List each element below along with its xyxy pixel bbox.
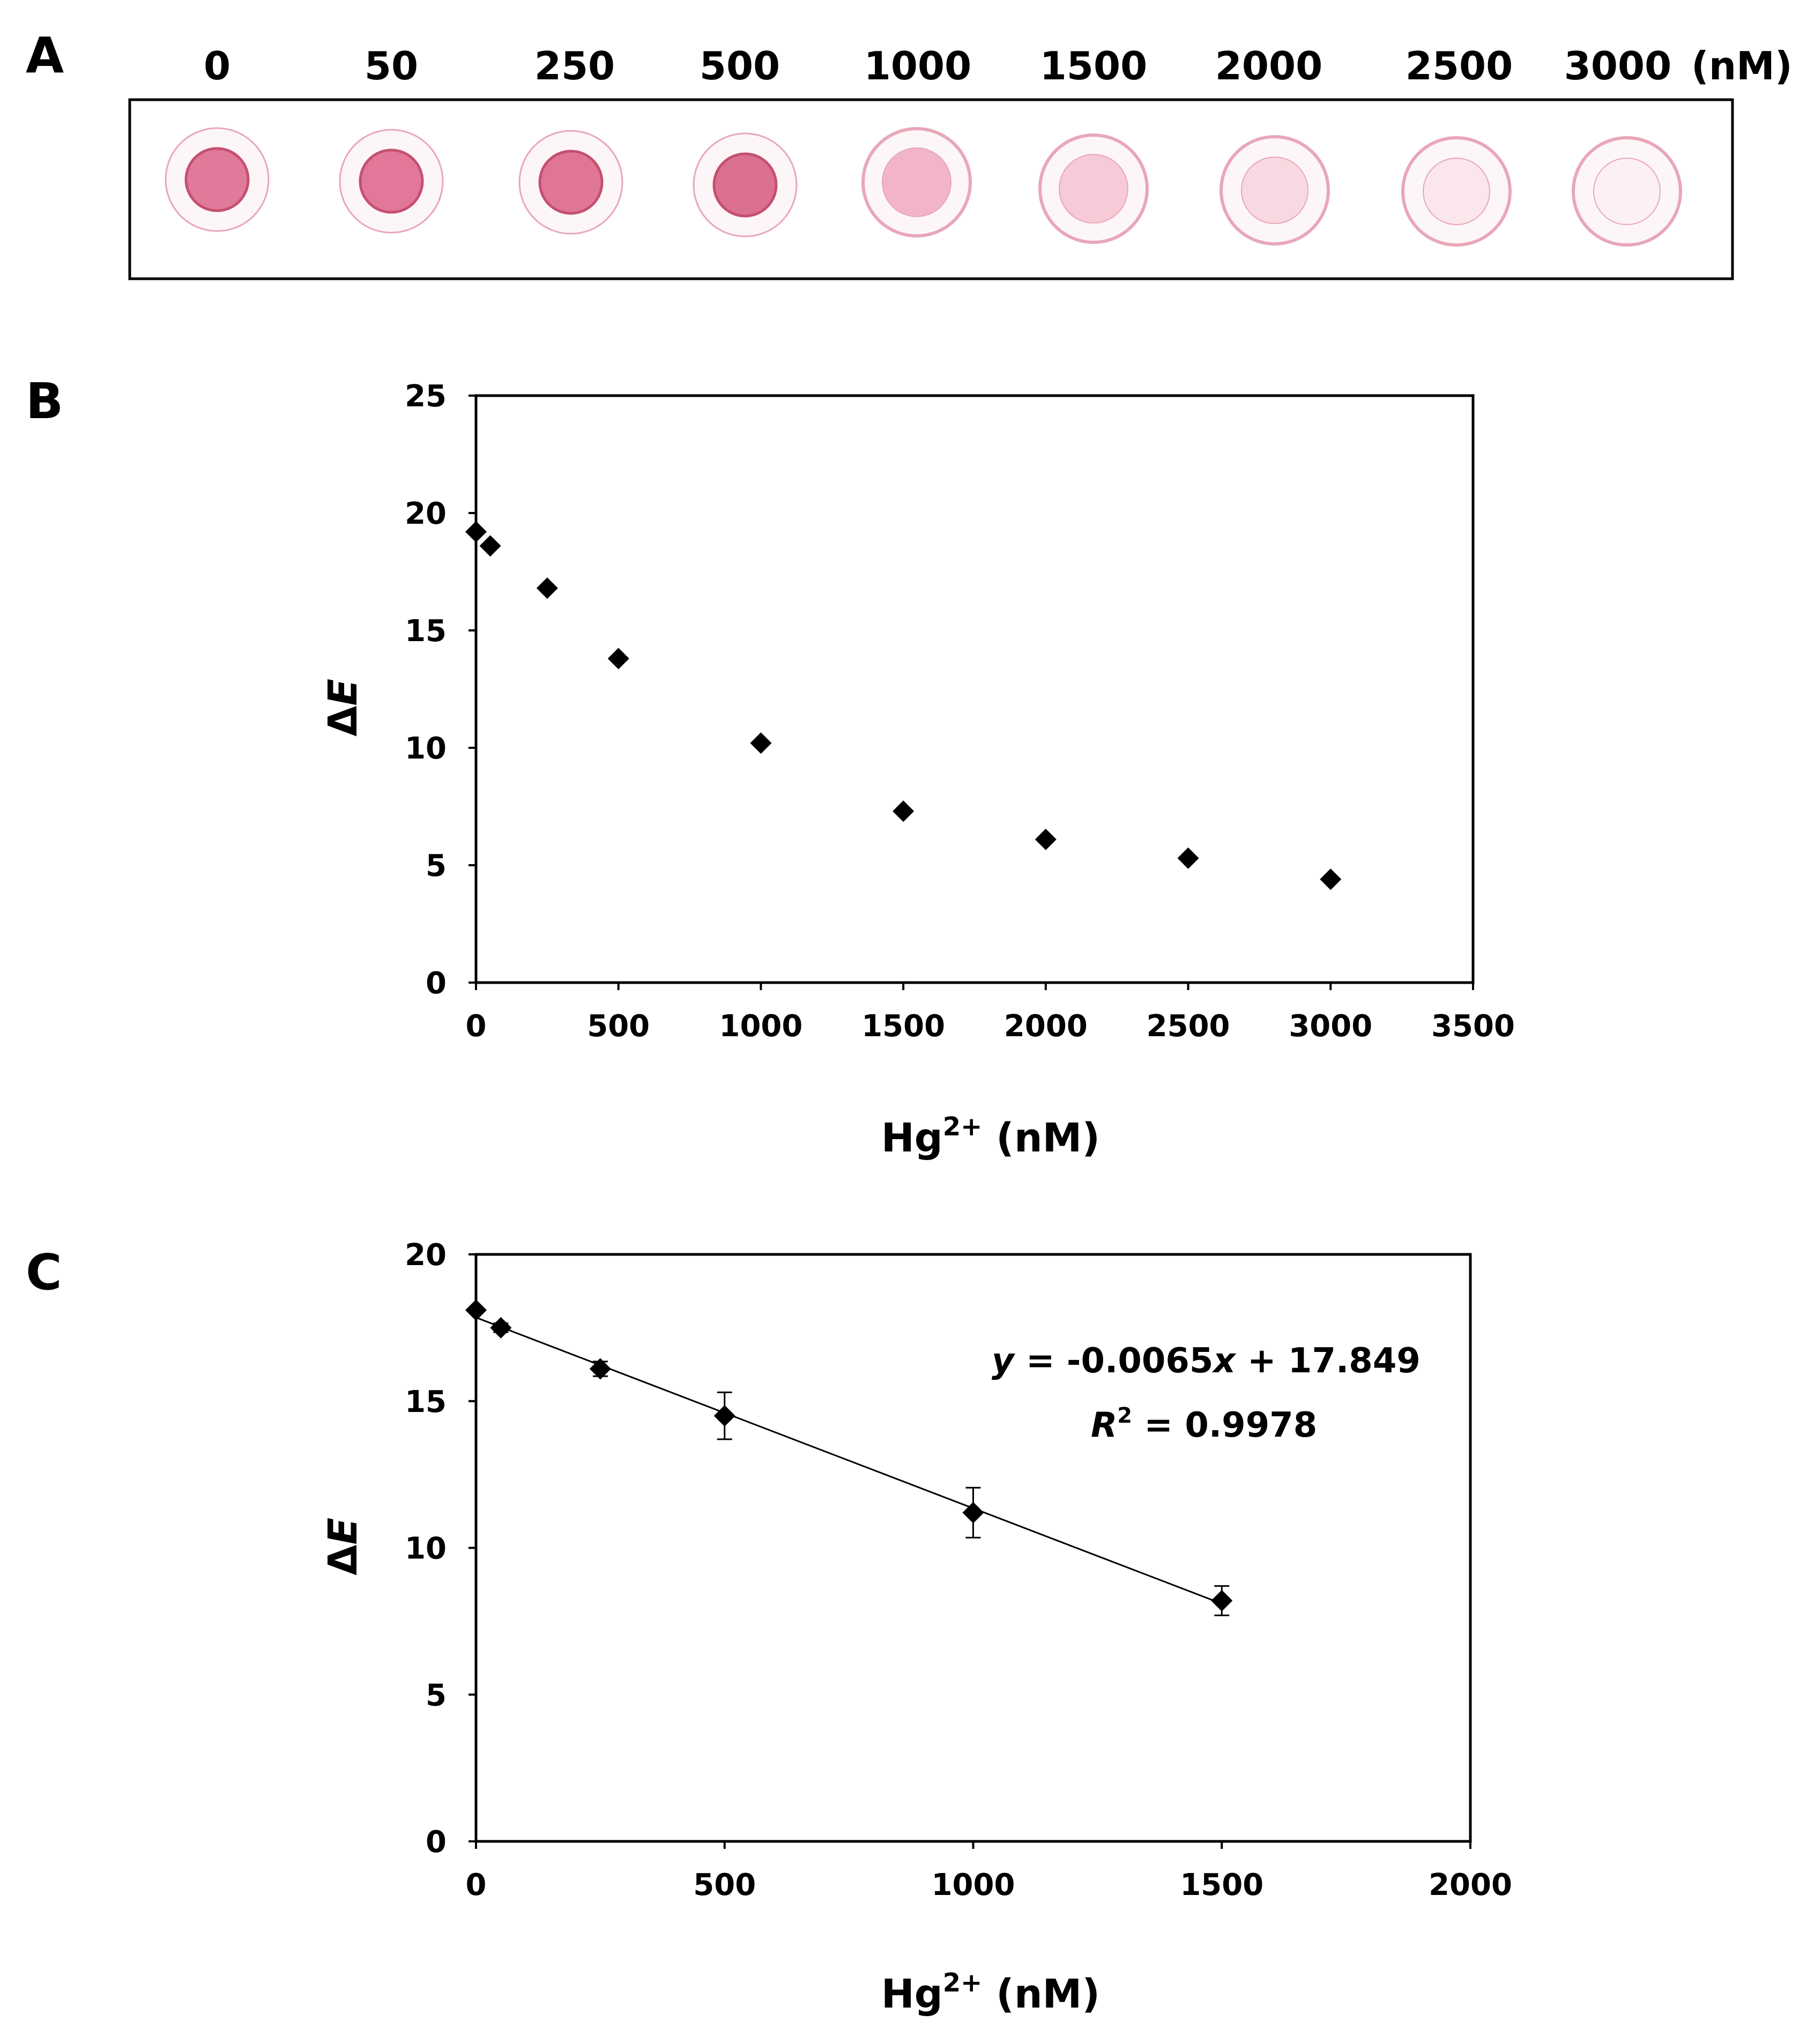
panel-b-y-ticks: 0 5 10 15 20 25	[405, 379, 476, 1001]
y-tick-label: 10	[405, 731, 447, 766]
spot-core	[712, 152, 778, 218]
concentration-label: 1500	[1040, 43, 1147, 88]
y-tick-label: 15	[405, 614, 447, 649]
panel-c-letter: C	[26, 1244, 62, 1301]
x-tick-label: 1000	[932, 1868, 1015, 1902]
panel-b-letter: B	[26, 373, 63, 430]
data-point	[1320, 868, 1342, 890]
data-point	[589, 1358, 611, 1380]
data-point	[607, 648, 629, 670]
spot-core	[538, 150, 604, 215]
panel-c-x-axis-title: Hg2+ (nM)	[881, 1968, 1100, 2017]
regression-equation: y = -0.0065x + 17.849	[992, 1341, 1421, 1381]
concentration-unit: (nM)	[1691, 43, 1793, 88]
panel-c: C 0 5 10 15 20 0 500 1000 1500 2000 y = -0.0065x…	[26, 1238, 1512, 2017]
data-point	[750, 732, 772, 754]
data-point	[713, 1405, 735, 1427]
panel-b-plot-frame	[474, 394, 1475, 984]
x-tick-label: 0	[466, 1868, 487, 1902]
concentration-label: 3000	[1564, 43, 1671, 88]
x-tick-label: 0	[466, 1009, 487, 1044]
x-tick-label: 1000	[719, 1009, 802, 1044]
spot-core	[1423, 158, 1490, 225]
x-tick-label: 2000	[1004, 1009, 1088, 1044]
y-tick-label: 20	[405, 1238, 447, 1273]
concentration-label: 2000	[1215, 43, 1322, 88]
color-spot	[339, 129, 444, 234]
x-tick-label: 1500	[861, 1009, 945, 1044]
y-tick-label: 0	[426, 966, 447, 1001]
panel-b-data-points	[465, 521, 1342, 890]
panel-b-x-ticks: 0 500 1000 1500 2000 2500 3000 3500	[466, 983, 1515, 1044]
data-point	[465, 521, 487, 543]
color-spot	[1038, 133, 1149, 244]
y-tick-label: 5	[426, 849, 447, 883]
panel-b-x-axis-title: Hg2+ (nM)	[881, 1112, 1100, 1161]
color-spot	[1219, 135, 1330, 246]
color-spot	[518, 130, 623, 235]
x-tick-label: 3000	[1289, 1009, 1372, 1044]
color-spots	[165, 127, 1682, 247]
panel-b-y-axis-title: ΔE	[320, 679, 366, 737]
spot-core	[882, 147, 951, 217]
data-point	[1211, 1590, 1233, 1612]
data-point	[962, 1502, 984, 1523]
y-tick-label: 25	[405, 379, 447, 414]
data-point	[536, 577, 558, 599]
panel-c-y-axis-title: ΔE	[320, 1518, 366, 1575]
concentration-label: 2500	[1406, 43, 1513, 88]
x-tick-label: 500	[587, 1009, 650, 1044]
panel-a: A 0 50 250 500 1000 1500 2000 2500 3000 (nM)	[26, 27, 1793, 280]
spot-core	[184, 147, 250, 212]
concentration-label: 0	[204, 43, 230, 88]
concentration-label: 250	[534, 43, 615, 88]
y-tick-label: 15	[405, 1385, 447, 1419]
data-point	[1035, 828, 1057, 850]
concentration-label: 50	[365, 43, 418, 88]
y-tick-label: 20	[405, 496, 447, 531]
color-spot	[1572, 136, 1682, 247]
data-point	[893, 800, 914, 822]
color-spot	[693, 132, 798, 237]
spot-core	[1059, 154, 1128, 224]
color-spot	[1401, 136, 1512, 247]
spot-core	[1593, 158, 1661, 225]
concentration-labels: 0 50 250 500 1000 1500 2000 2500 3000	[204, 43, 1671, 88]
data-point	[1177, 847, 1199, 869]
x-tick-label: 3500	[1431, 1009, 1515, 1044]
concentration-label: 500	[700, 43, 780, 88]
panel-b: B 0 5 10 15 20 25 0 500 1000 1500 2000 2500 3000 350…	[26, 373, 1515, 1161]
panel-c-y-ticks: 0 5 10 15 20	[405, 1238, 476, 1860]
x-tick-label: 1500	[1180, 1868, 1263, 1902]
x-tick-label: 500	[693, 1868, 756, 1902]
data-point	[490, 1317, 512, 1339]
panel-c-x-ticks: 0 500 1000 1500 2000	[466, 1841, 1512, 1902]
r-squared: R2 = 0.9978	[1091, 1403, 1317, 1445]
y-tick-label: 5	[426, 1678, 447, 1713]
y-tick-label: 0	[426, 1825, 447, 1860]
color-spot	[165, 127, 270, 232]
spot-core	[359, 148, 424, 214]
data-point	[465, 1299, 487, 1321]
y-tick-label: 10	[405, 1532, 447, 1566]
spot-core	[1241, 157, 1308, 224]
panel-c-data-points	[465, 1299, 1233, 1612]
panel-a-letter: A	[26, 27, 64, 84]
x-tick-label: 2500	[1147, 1009, 1230, 1044]
concentration-label: 1000	[864, 43, 971, 88]
data-point	[479, 535, 501, 557]
color-spot	[861, 127, 972, 237]
x-tick-label: 2000	[1429, 1868, 1512, 1902]
